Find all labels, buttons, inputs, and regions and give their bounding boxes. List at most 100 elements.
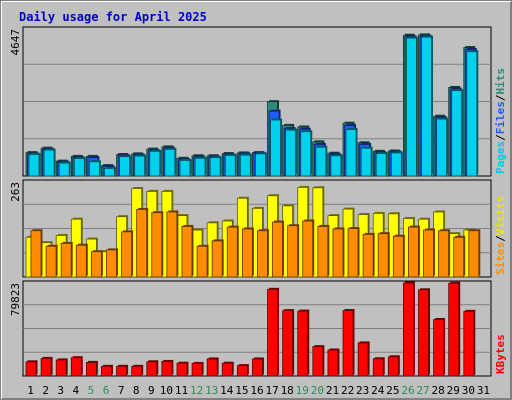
- day-label-31: 31: [477, 384, 490, 397]
- bar-kbytes-day-1: [25, 360, 38, 377]
- panel-visits-max-label: 263: [9, 182, 22, 202]
- day-label-8: 8: [133, 384, 140, 397]
- panel-kbytes-legend: KBytes: [494, 334, 507, 374]
- bar-kbytes-day-15: [236, 364, 249, 377]
- day-label-30: 30: [462, 384, 475, 397]
- bar-kbytes-day-27: [418, 288, 431, 377]
- day-label-11: 11: [175, 384, 188, 397]
- bar-pages-day-15: [239, 153, 252, 177]
- bar-kbytes-day-13: [206, 357, 219, 377]
- bar-kbytes-day-20: [312, 345, 325, 377]
- day-label-28: 28: [432, 384, 445, 397]
- day-label-9: 9: [148, 384, 155, 397]
- bar-kbytes-day-7: [116, 364, 129, 377]
- bar-sites-day-15: [241, 227, 254, 278]
- day-label-15: 15: [235, 384, 248, 397]
- bar-sites-day-11: [181, 224, 194, 278]
- day-label-6: 6: [103, 384, 110, 397]
- bar-kbytes-day-30: [463, 309, 476, 377]
- bar-kbytes-day-23: [357, 341, 370, 377]
- bar-kbytes-day-8: [131, 364, 144, 377]
- bar-sites-day-5: [90, 250, 103, 278]
- bar-sites-day-12: [196, 244, 209, 278]
- bar-sites-day-26: [408, 225, 420, 278]
- bar-sites-day-27: [423, 228, 436, 278]
- day-label-20: 20: [311, 384, 324, 397]
- panel-visits-legend: Sites/Visits: [494, 196, 507, 276]
- bar-sites-day-24: [377, 232, 390, 278]
- bar-sites-day-23: [362, 232, 375, 278]
- bar-pages-day-9: [149, 149, 162, 177]
- bar-pages-day-30: [466, 50, 479, 177]
- day-label-19: 19: [296, 384, 309, 397]
- legend-hits: Hits: [494, 68, 507, 95]
- bar-kbytes-day-2: [40, 356, 53, 377]
- bar-pages-day-3: [58, 161, 71, 177]
- legend-sites: Sites: [494, 242, 507, 275]
- day-label-23: 23: [356, 384, 369, 397]
- day-label-27: 27: [416, 384, 429, 397]
- bar-pages-day-28: [436, 117, 449, 177]
- day-label-7: 7: [118, 384, 125, 397]
- bar-sites-day-19: [302, 219, 315, 278]
- bar-sites-day-16: [257, 229, 269, 278]
- bar-kbytes-day-22: [342, 309, 355, 377]
- day-label-14: 14: [220, 384, 234, 397]
- bar-kbytes-day-26: [403, 281, 415, 377]
- bar-pages-day-12: [194, 156, 207, 177]
- day-label-5: 5: [88, 384, 95, 397]
- legend-kbytes: KBytes: [494, 334, 507, 374]
- day-label-21: 21: [326, 384, 339, 397]
- bar-kbytes-day-4: [70, 356, 83, 377]
- bar-sites-day-14: [226, 225, 239, 278]
- panel-kbytes-max-label: 79823: [9, 283, 22, 316]
- bar-sites-day-20: [317, 224, 330, 278]
- bar-pages-day-24: [375, 152, 388, 177]
- day-label-22: 22: [341, 384, 354, 397]
- bar-kbytes-day-28: [433, 317, 446, 377]
- bar-pages-day-10: [164, 147, 177, 177]
- bar-kbytes-day-12: [191, 361, 204, 377]
- bar-pages-day-18: [285, 128, 298, 177]
- bar-kbytes-day-9: [146, 360, 159, 377]
- panel-hits-max-label: 4647: [9, 29, 22, 56]
- bar-pages-day-6: [104, 166, 116, 177]
- bar-sites-day-28: [438, 229, 451, 278]
- bar-sites-day-22: [347, 227, 360, 278]
- day-label-24: 24: [371, 384, 385, 397]
- bar-kbytes-day-18: [282, 309, 295, 377]
- day-label-10: 10: [160, 384, 173, 397]
- bar-pages-day-25: [390, 151, 403, 177]
- legend-visits: Visits: [494, 196, 507, 236]
- bar-pages-day-14: [224, 153, 237, 177]
- bar-pages-day-29: [451, 89, 464, 177]
- day-label-16: 16: [250, 384, 263, 397]
- day-label-3: 3: [57, 384, 64, 397]
- day-label-17: 17: [265, 384, 278, 397]
- bar-pages-day-19: [300, 130, 313, 177]
- bar-sites-day-7: [121, 230, 134, 278]
- bar-sites-day-17: [272, 220, 285, 278]
- bar-kbytes-day-14: [221, 361, 234, 377]
- bar-pages-day-2: [43, 148, 56, 177]
- chart-title: Daily usage for April 2025: [19, 10, 207, 24]
- bar-sites-day-9: [151, 211, 164, 278]
- bar-sites-day-29: [453, 235, 466, 278]
- bar-kbytes-day-25: [387, 355, 400, 377]
- legend-files: Files: [494, 101, 507, 134]
- bar-pages-day-13: [209, 156, 222, 177]
- bar-pages-day-21: [330, 154, 343, 177]
- bar-kbytes-day-10: [161, 359, 174, 377]
- day-label-29: 29: [447, 384, 460, 397]
- day-label-1: 1: [27, 384, 34, 397]
- bar-kbytes-day-24: [372, 357, 385, 377]
- bar-sites-day-25: [392, 234, 405, 278]
- day-label-25: 25: [386, 384, 399, 397]
- bar-sites-day-13: [211, 239, 224, 278]
- bar-kbytes-day-21: [327, 348, 340, 377]
- bar-pages-day-1: [28, 152, 41, 177]
- bar-pages-day-16: [255, 152, 267, 177]
- legend-pages: Pages: [494, 141, 507, 174]
- bar-sites-day-18: [287, 224, 300, 278]
